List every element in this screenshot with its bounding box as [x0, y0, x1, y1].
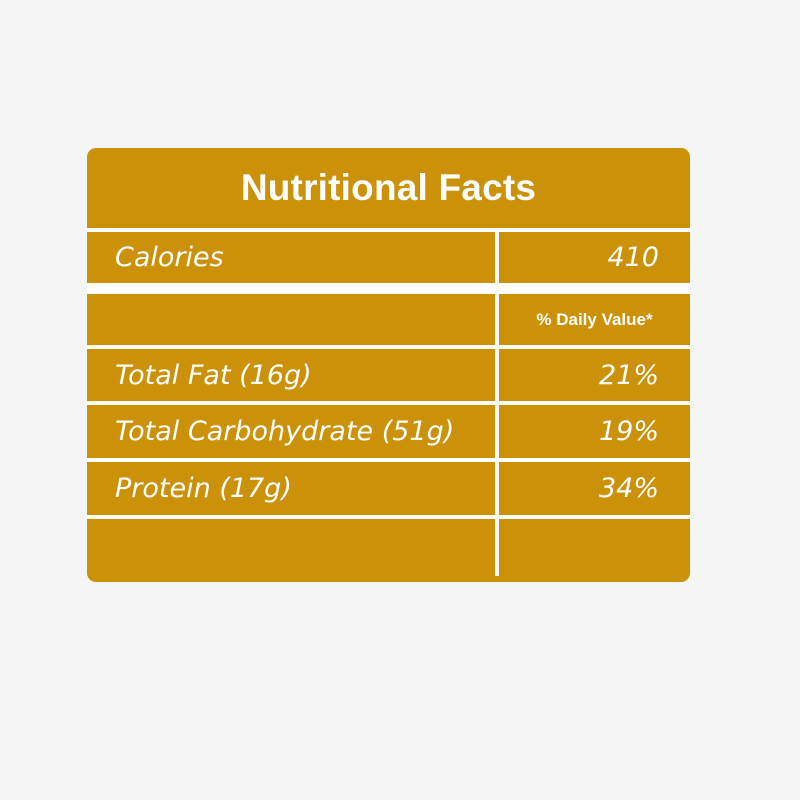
column-divider [495, 230, 499, 576]
nutrient-label: Total Carbohydrate (51g) [115, 416, 455, 447]
divider [87, 228, 690, 232]
table-title: Nutritional Facts [240, 167, 537, 208]
divider [87, 401, 690, 405]
daily-value-header: % Daily Value* [536, 310, 653, 329]
divider [87, 515, 690, 519]
divider [87, 458, 690, 462]
nutrient-label: Total Fat (16g) [115, 359, 312, 391]
divider [87, 345, 690, 349]
nutrition-table: Nutritional Facts Calories 410 % Daily V… [87, 148, 690, 582]
nutrient-value: 19% [598, 416, 659, 447]
calories-label: Calories [115, 242, 224, 273]
calories-value: 410 [607, 242, 659, 273]
nutrient-value: 34% [598, 473, 659, 504]
nutrient-value: 21% [598, 359, 659, 391]
nutrient-label: Protein (17g) [115, 473, 292, 504]
divider [87, 283, 690, 294]
